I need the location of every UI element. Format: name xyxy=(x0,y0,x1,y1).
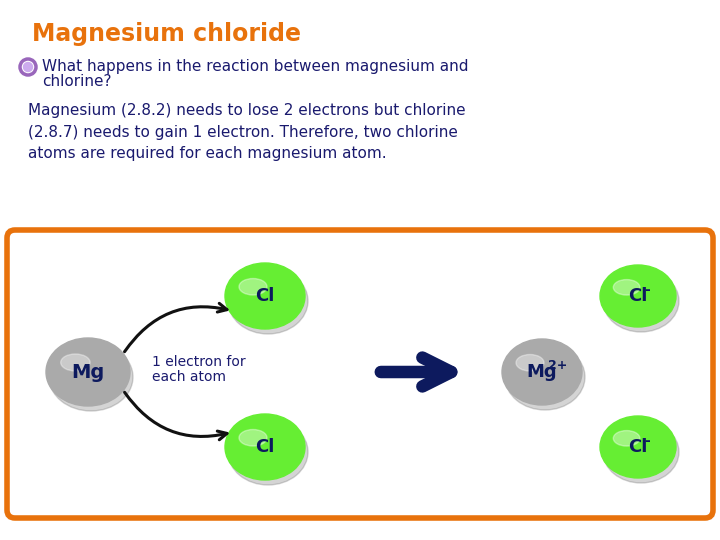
Text: -: - xyxy=(644,434,650,448)
Ellipse shape xyxy=(603,270,679,332)
FancyArrowPatch shape xyxy=(125,392,227,440)
FancyArrowPatch shape xyxy=(125,303,227,352)
Ellipse shape xyxy=(603,421,679,483)
Ellipse shape xyxy=(516,354,544,371)
Text: Mg: Mg xyxy=(71,362,104,381)
FancyArrowPatch shape xyxy=(381,357,451,387)
Text: Cl: Cl xyxy=(256,287,275,305)
Text: Cl: Cl xyxy=(256,438,275,456)
Text: -: - xyxy=(644,283,650,297)
Ellipse shape xyxy=(60,354,90,371)
Ellipse shape xyxy=(225,414,305,480)
Text: Mg: Mg xyxy=(527,363,557,381)
Text: 1 electron for: 1 electron for xyxy=(152,355,246,369)
Ellipse shape xyxy=(228,268,308,334)
FancyBboxPatch shape xyxy=(7,230,713,518)
Ellipse shape xyxy=(505,344,585,410)
Ellipse shape xyxy=(600,265,676,327)
Text: chlorine?: chlorine? xyxy=(42,74,112,89)
Ellipse shape xyxy=(228,419,308,485)
Ellipse shape xyxy=(502,339,582,405)
Ellipse shape xyxy=(239,429,267,446)
Ellipse shape xyxy=(613,430,640,446)
Text: What happens in the reaction between magnesium and: What happens in the reaction between mag… xyxy=(42,59,469,74)
Circle shape xyxy=(24,63,32,71)
Text: each atom: each atom xyxy=(152,370,226,384)
Ellipse shape xyxy=(239,279,267,295)
Ellipse shape xyxy=(49,343,133,411)
Ellipse shape xyxy=(225,263,305,329)
Text: Magnesium (2.8.2) needs to lose 2 electrons but chlorine
(2.8.7) needs to gain 1: Magnesium (2.8.2) needs to lose 2 electr… xyxy=(28,103,466,161)
Text: Magnesium chloride: Magnesium chloride xyxy=(32,22,301,46)
Text: 2+: 2+ xyxy=(548,359,567,372)
Ellipse shape xyxy=(613,280,640,295)
Ellipse shape xyxy=(46,338,130,406)
Text: Cl: Cl xyxy=(629,287,648,305)
Text: Cl: Cl xyxy=(629,438,648,456)
Ellipse shape xyxy=(600,416,676,478)
